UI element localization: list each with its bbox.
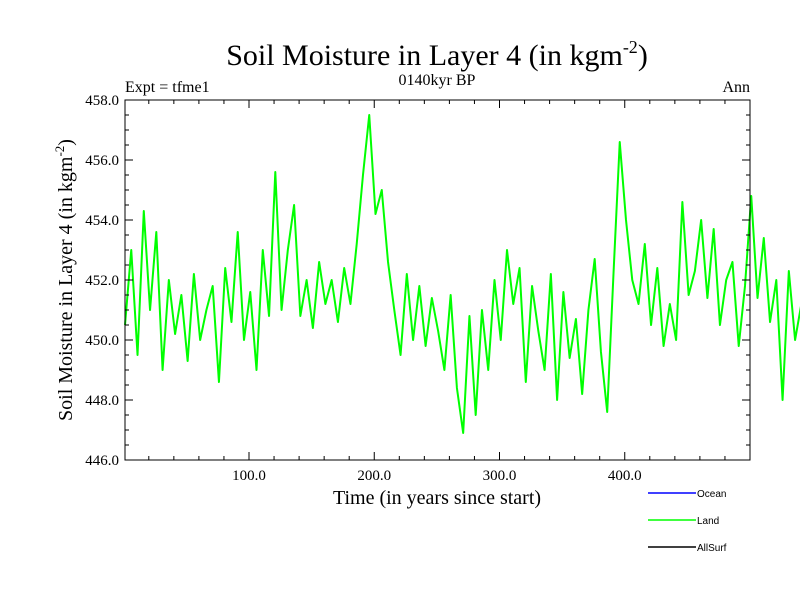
experiment-label: Expt = tfme1 — [125, 79, 210, 96]
y-tick-label: 456.0 — [85, 153, 119, 169]
y-tick-label: 454.0 — [85, 213, 119, 229]
chart-title: Soil Moisture in Layer 4 (in kgm-2) — [226, 37, 648, 72]
y-tick-label: 458.0 — [85, 93, 119, 109]
x-tick-label: 400.0 — [608, 468, 642, 484]
x-tick-label: 100.0 — [232, 468, 266, 484]
legend-label-land: Land — [697, 516, 719, 527]
y-tick-label: 448.0 — [85, 393, 119, 409]
y-tick-label: 450.0 — [85, 333, 119, 349]
plot-area: 100.0 200.0 300.0 400.0 446.0 448.0 450.0 452.0… — [85, 93, 800, 484]
legend-label-allsurf: AllSurf — [697, 543, 727, 554]
legend: Ocean Land AllSurf — [648, 489, 727, 554]
season-label: Ann — [722, 79, 750, 96]
y-tick-label: 452.0 — [85, 273, 119, 289]
legend-label-ocean: Ocean — [697, 489, 726, 500]
series-line-land — [124, 114, 800, 434]
x-axis-label: Time (in years since start) — [333, 487, 541, 509]
x-tick-label: 300.0 — [483, 468, 517, 484]
y-axis-label: Soil Moisture in Layer 4 (in kgm-2) — [52, 139, 77, 421]
x-tick-label: 200.0 — [357, 468, 391, 484]
chart-subtitle: 0140kyr BP — [399, 72, 476, 89]
y-tick-label: 446.0 — [85, 453, 119, 469]
